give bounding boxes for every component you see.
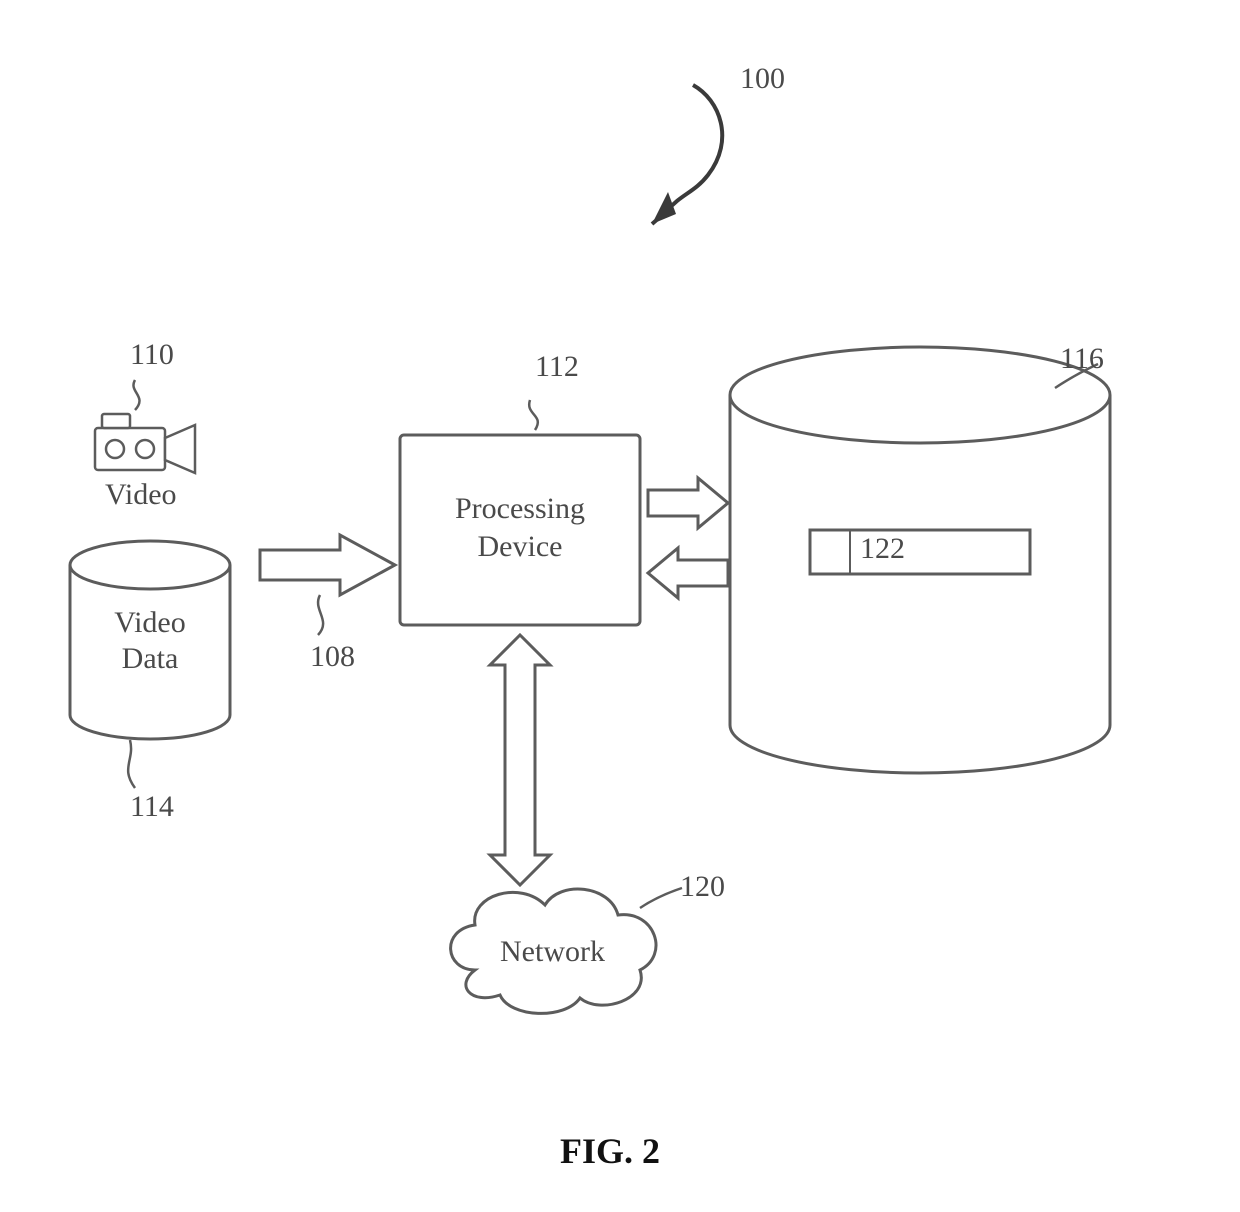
ref-116: 116 (1060, 342, 1104, 376)
camera-icon (95, 414, 195, 473)
arrow-to-db (648, 478, 728, 528)
leader-114 (128, 740, 135, 788)
leader-110 (133, 380, 139, 410)
processing-line1: Processing (400, 490, 640, 528)
input-arrow (260, 535, 395, 595)
arrow-from-db (648, 548, 728, 598)
camera-label: Video (105, 478, 177, 512)
field-box (810, 530, 1030, 574)
arrow-to-network (490, 635, 550, 885)
leader-120 (640, 888, 682, 908)
ref-120: 120 (680, 870, 725, 904)
ref-112: 112 (535, 350, 579, 384)
video-data-line1: Video (100, 605, 200, 641)
network-label: Network (500, 935, 605, 969)
ref-110: 110 (130, 338, 174, 372)
ref-122: 122 (860, 532, 905, 566)
ref-100: 100 (740, 62, 785, 96)
ref-114: 114 (130, 790, 174, 824)
processing-label: Processing Device (400, 490, 640, 566)
leader-108 (318, 595, 323, 635)
curly-arrow-icon (652, 85, 722, 224)
processing-line2: Device (400, 528, 640, 566)
ref-108: 108 (310, 640, 355, 674)
video-data-label: Video Data (100, 605, 200, 677)
leader-112 (529, 400, 538, 430)
diagram-canvas: 100 110 112 114 116 120 108 122 Video Vi… (0, 0, 1240, 1212)
figure-caption: FIG. 2 (560, 1130, 660, 1172)
video-data-line2: Data (100, 641, 200, 677)
